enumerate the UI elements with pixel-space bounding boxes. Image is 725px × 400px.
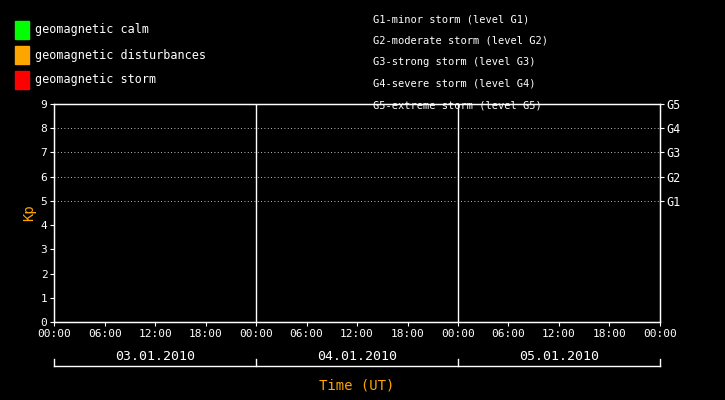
Text: Time (UT): Time (UT): [320, 378, 394, 392]
Text: G2-moderate storm (level G2): G2-moderate storm (level G2): [373, 36, 548, 46]
Text: G4-severe storm (level G4): G4-severe storm (level G4): [373, 79, 536, 89]
Text: geomagnetic calm: geomagnetic calm: [35, 24, 149, 36]
Text: G1-minor storm (level G1): G1-minor storm (level G1): [373, 14, 530, 24]
Text: geomagnetic disturbances: geomagnetic disturbances: [35, 49, 206, 62]
Text: 04.01.2010: 04.01.2010: [317, 350, 397, 363]
Text: geomagnetic storm: geomagnetic storm: [35, 74, 156, 86]
Y-axis label: Kp: Kp: [22, 205, 36, 221]
Text: 05.01.2010: 05.01.2010: [519, 350, 599, 363]
Text: 03.01.2010: 03.01.2010: [115, 350, 195, 363]
Text: G5-extreme storm (level G5): G5-extreme storm (level G5): [373, 100, 542, 110]
Text: G3-strong storm (level G3): G3-strong storm (level G3): [373, 57, 536, 67]
